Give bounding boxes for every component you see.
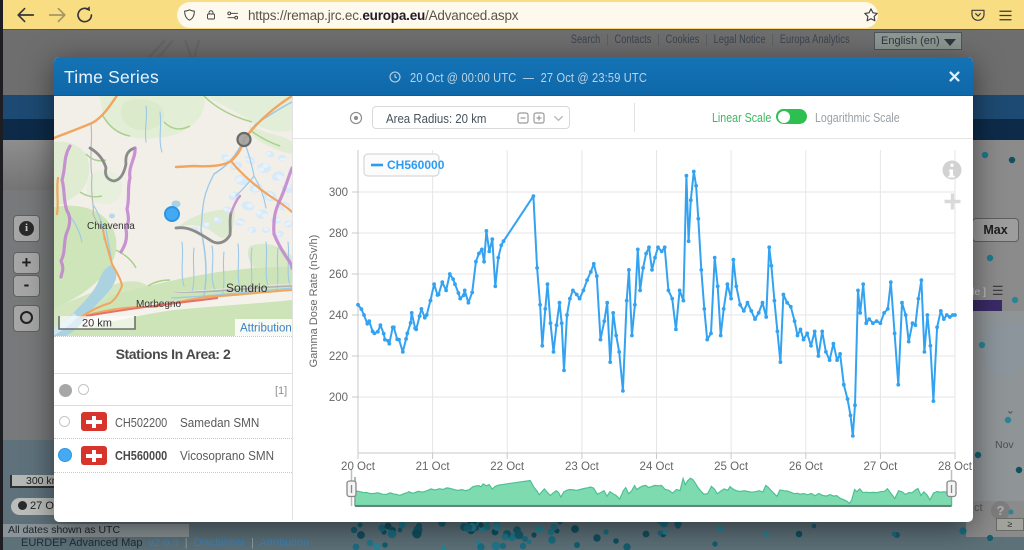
svg-text:26 Oct: 26 Oct (789, 461, 824, 473)
svg-text:220: 220 (329, 351, 348, 363)
svg-text:260: 260 (329, 269, 348, 281)
svg-text:300: 300 (329, 187, 348, 199)
svg-text:27 Oct: 27 Oct (863, 461, 898, 473)
svg-text:28 Oct: 28 Oct (938, 461, 973, 473)
svg-text:240: 240 (329, 310, 348, 322)
svg-text:Morbegno: Morbegno (136, 299, 181, 310)
svg-text:Sondrio: Sondrio (226, 281, 268, 295)
svg-text:Gamma Dose Rate (nSv/h): Gamma Dose Rate (nSv/h) (308, 235, 320, 368)
svg-text:24 Oct: 24 Oct (640, 461, 675, 473)
svg-text:20 km: 20 km (82, 318, 112, 330)
svg-text:Chiavenna: Chiavenna (87, 221, 135, 232)
svg-text:CH560000: CH560000 (387, 158, 445, 172)
svg-text:20 Oct: 20 Oct (341, 461, 376, 473)
svg-text:25 Oct: 25 Oct (714, 461, 749, 473)
svg-text:23 Oct: 23 Oct (565, 461, 600, 473)
svg-text:21 Oct: 21 Oct (416, 461, 451, 473)
svg-text:Attribution: Attribution (240, 323, 292, 335)
svg-text:280: 280 (329, 228, 348, 240)
svg-text:200: 200 (329, 392, 348, 404)
svg-text:22 Oct: 22 Oct (490, 461, 525, 473)
